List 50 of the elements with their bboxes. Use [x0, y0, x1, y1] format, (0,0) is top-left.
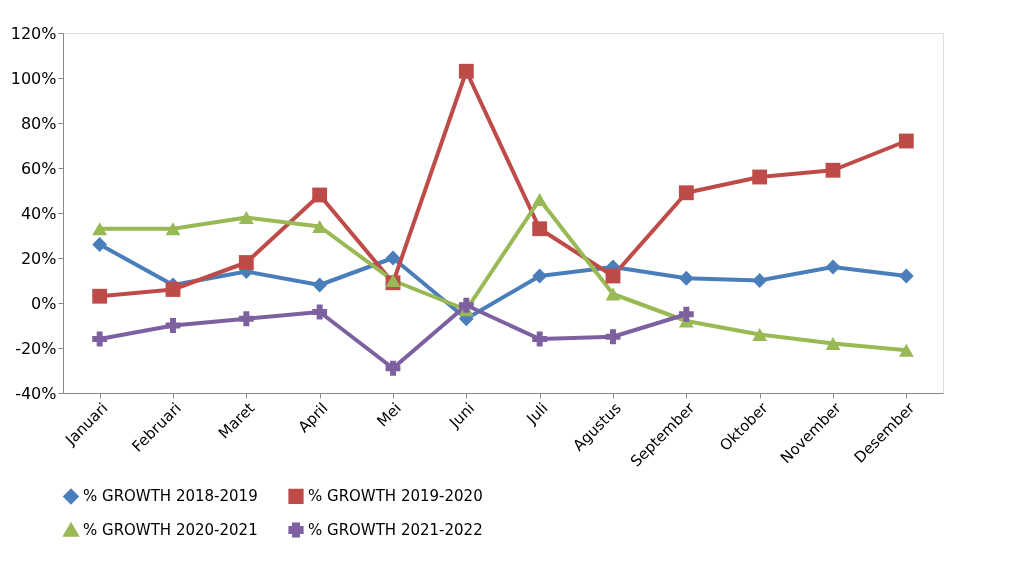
y-tick-label: 20%	[20, 248, 57, 268]
y-tick-label: 120%	[10, 23, 57, 43]
y-tick-label: 60%	[20, 158, 57, 178]
point	[898, 133, 914, 149]
point	[312, 304, 328, 320]
point	[752, 328, 768, 341]
point	[605, 329, 621, 345]
y-tick-label: 80%	[20, 113, 57, 133]
point	[92, 222, 108, 236]
point	[532, 221, 548, 237]
point	[752, 169, 768, 185]
point	[165, 282, 181, 297]
point	[532, 268, 548, 284]
y-tick-label: 40%	[20, 203, 57, 223]
point	[385, 250, 401, 266]
y-tick-label: 0%	[31, 293, 57, 313]
x-tick-label: Mei	[373, 399, 405, 431]
point	[312, 187, 328, 203]
legend-label: % GROWTH 2018-2019	[83, 487, 258, 506]
point	[678, 306, 694, 322]
legend-label: % GROWTH 2019-2020	[308, 487, 483, 506]
y-tick-label: 100%	[10, 68, 57, 88]
legend-label: % GROWTH 2020-2021	[83, 521, 258, 539]
point	[605, 287, 621, 301]
y-tick-label: -20%	[15, 338, 57, 358]
point	[165, 222, 181, 236]
point	[752, 273, 768, 288]
point	[678, 185, 694, 201]
point	[532, 331, 548, 347]
point	[678, 270, 694, 286]
y-tick-label: -40%	[15, 383, 57, 403]
point	[92, 331, 108, 347]
point	[238, 311, 254, 327]
point	[825, 337, 841, 350]
point	[532, 193, 548, 206]
legend-label: % GROWTH 2021-2022	[308, 521, 483, 539]
point	[385, 360, 401, 376]
point	[165, 318, 181, 333]
point	[238, 255, 254, 270]
point	[458, 63, 474, 79]
point	[458, 297, 474, 313]
point	[825, 259, 841, 275]
point	[238, 211, 254, 224]
point	[312, 277, 328, 293]
point	[92, 237, 108, 252]
point	[825, 162, 841, 178]
point	[898, 268, 914, 284]
point	[92, 288, 108, 304]
point	[898, 343, 914, 357]
point	[385, 274, 401, 287]
